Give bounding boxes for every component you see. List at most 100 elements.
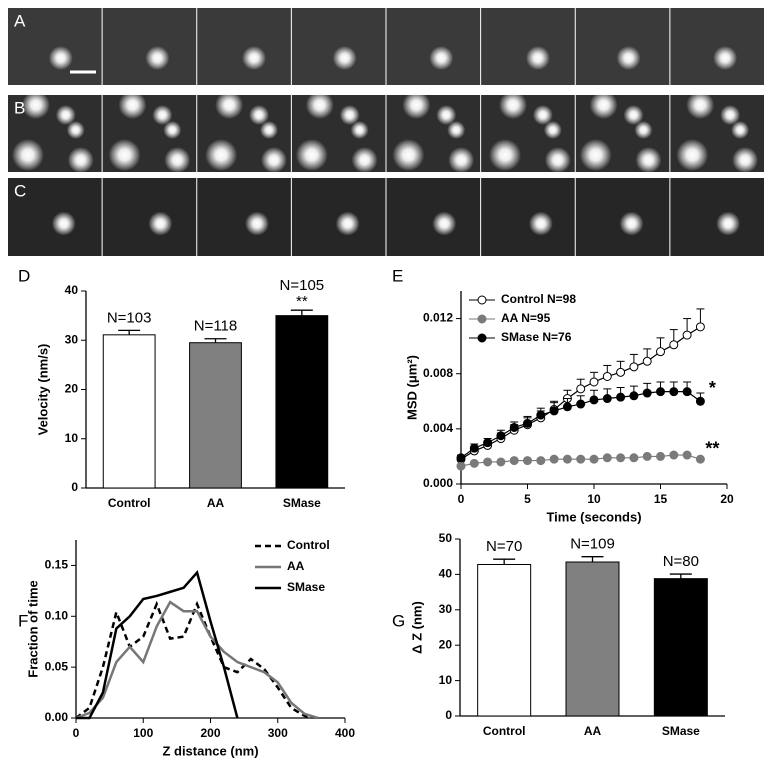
marker xyxy=(656,451,665,461)
y-tick-label: 0.012 xyxy=(423,311,453,325)
image-spot xyxy=(351,147,378,173)
image-spot xyxy=(676,139,709,171)
bar xyxy=(477,563,532,717)
bar xyxy=(189,342,242,489)
panel-label: E xyxy=(392,266,403,285)
y-tick-label: 20 xyxy=(439,637,453,651)
marker xyxy=(695,396,705,406)
image-spot xyxy=(432,211,457,236)
y-tick-label: 0.15 xyxy=(45,558,69,572)
y-tick-label: 40 xyxy=(439,567,453,581)
x-tick-label: 200 xyxy=(200,726,220,740)
image-spot xyxy=(152,105,173,125)
image-spot xyxy=(716,211,741,236)
significance: ** xyxy=(705,439,719,459)
image-spot xyxy=(108,139,141,171)
y-tick-label: 50 xyxy=(439,531,453,545)
y-tick-label: 0.05 xyxy=(45,659,69,673)
image-spot xyxy=(21,91,50,119)
bar-label: N=109 xyxy=(570,536,615,553)
image-spot xyxy=(489,139,522,171)
bar xyxy=(653,578,708,717)
marker xyxy=(656,387,665,397)
marker xyxy=(669,450,679,460)
y-tick-label: 20 xyxy=(65,382,79,396)
marker xyxy=(695,322,705,332)
image-frame xyxy=(102,8,197,85)
marker xyxy=(469,458,479,468)
x-tick-label: AA xyxy=(584,724,602,738)
marker xyxy=(642,451,652,461)
image-spot xyxy=(335,211,360,236)
marker xyxy=(682,387,692,397)
significance: ** xyxy=(296,293,308,310)
image-spot xyxy=(332,46,357,70)
marker xyxy=(523,418,532,428)
marker xyxy=(523,456,532,466)
marker xyxy=(602,371,612,381)
y-tick-label: 10 xyxy=(439,673,453,687)
image-spot xyxy=(164,147,191,173)
image-spot xyxy=(66,121,85,139)
marker xyxy=(576,454,586,464)
legend-label: AA xyxy=(287,559,305,573)
x-tick-label: 0 xyxy=(73,726,80,740)
image-spot xyxy=(713,46,738,70)
marker xyxy=(576,384,586,394)
marker xyxy=(695,454,705,464)
bar xyxy=(565,561,620,717)
image-spot xyxy=(720,105,741,125)
image-spot xyxy=(392,139,425,171)
marker xyxy=(549,406,559,416)
marker xyxy=(469,443,479,453)
image-spot xyxy=(525,46,550,70)
marker xyxy=(536,410,546,420)
bar-label: N=105 xyxy=(280,277,325,294)
image-frame xyxy=(197,8,291,85)
x-tick-label: 300 xyxy=(268,726,288,740)
image-spot xyxy=(543,121,562,139)
x-tick-label: SMase xyxy=(662,724,700,738)
marker xyxy=(656,347,665,357)
marker xyxy=(483,457,493,467)
image-spot xyxy=(118,91,147,119)
y-tick-label: 30 xyxy=(439,602,453,616)
image-spot xyxy=(145,46,170,70)
y-tick-label: 0.000 xyxy=(423,476,453,490)
image-spot xyxy=(732,147,759,173)
image-spot xyxy=(619,211,644,236)
marker xyxy=(589,395,599,405)
y-tick-label: 0.00 xyxy=(45,710,69,724)
marker xyxy=(456,461,466,471)
image-spot xyxy=(163,121,182,139)
marker xyxy=(562,454,572,464)
marker xyxy=(496,431,506,441)
legend-marker xyxy=(477,333,487,343)
marker xyxy=(669,340,679,350)
series-line xyxy=(75,600,319,720)
marker xyxy=(669,387,679,397)
significance: * xyxy=(709,378,716,398)
marker xyxy=(562,402,572,412)
panel-label: G xyxy=(392,611,405,630)
image-spot xyxy=(55,105,76,125)
image-spot xyxy=(589,91,618,119)
marker xyxy=(456,453,466,463)
legend-label: Control xyxy=(287,538,330,552)
marker xyxy=(602,394,612,404)
bar-label: N=70 xyxy=(486,538,522,555)
image-frame xyxy=(102,178,197,256)
bar-label: N=80 xyxy=(663,553,699,570)
image-spot xyxy=(242,46,267,70)
x-axis-label: Time (seconds) xyxy=(546,509,641,524)
y-tick-label: 10 xyxy=(65,431,79,445)
bar xyxy=(275,315,329,489)
y-tick-label: 0.004 xyxy=(423,421,453,435)
legend-marker xyxy=(477,295,487,305)
image-spot xyxy=(635,147,662,173)
marker xyxy=(642,356,652,366)
bar-label: N=118 xyxy=(194,318,238,335)
image-spot xyxy=(11,139,44,171)
marker xyxy=(616,453,626,463)
